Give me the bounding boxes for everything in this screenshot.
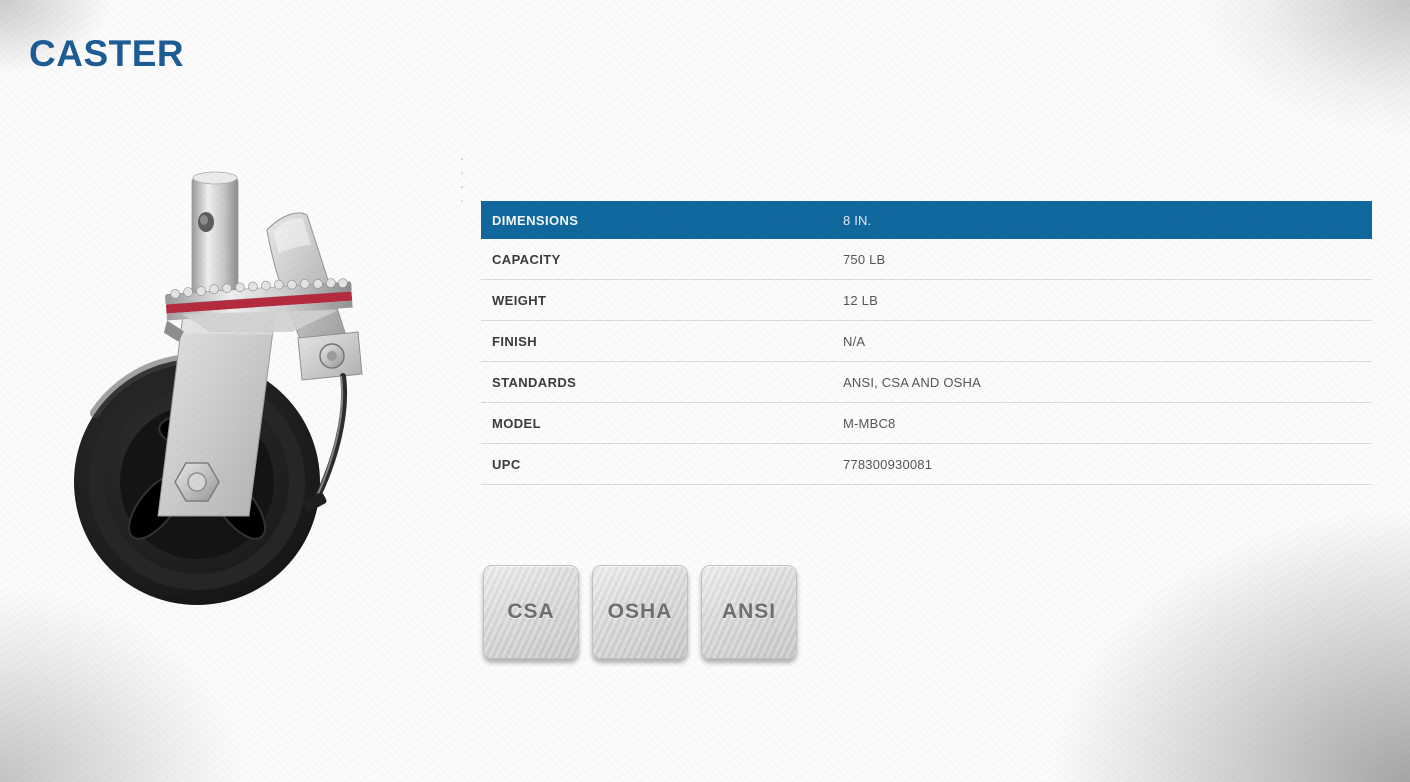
spec-row-dimensions: DIMENSIONS 8 IN. (481, 201, 1372, 239)
faint-dot-artifacts (458, 153, 466, 203)
badge-csa: CSA (483, 565, 579, 659)
spec-row-finish: FINISH N/A (481, 321, 1372, 362)
spec-row-weight: WEIGHT 12 LB (481, 280, 1372, 321)
badge-osha-label: OSHA (607, 600, 673, 623)
spec-value: M-MBC8 (843, 415, 896, 431)
badge-ansi: ANSI (701, 565, 797, 659)
spec-value: 12 LB (843, 292, 878, 308)
spec-row-capacity: CAPACITY 750 LB (481, 239, 1372, 280)
spec-row-standards: STANDARDS ANSI, CSA AND OSHA (481, 362, 1372, 403)
spec-label: STANDARDS (492, 374, 577, 390)
spec-label: WEIGHT (492, 292, 547, 308)
badge-osha: OSHA (592, 565, 688, 659)
spec-label: MODEL (492, 415, 541, 431)
spec-value: N/A (843, 333, 866, 349)
page-title: CASTER (29, 33, 185, 74)
badge-csa-label: CSA (507, 600, 555, 623)
spec-value: 8 IN. (843, 212, 872, 228)
spec-label: DIMENSIONS (492, 212, 579, 228)
spec-label: FINISH (492, 333, 538, 349)
spec-value: 778300930081 (843, 456, 933, 472)
caster-photo-illustration (74, 171, 363, 605)
spec-value: ANSI, CSA AND OSHA (843, 374, 981, 390)
spec-value: 750 LB (843, 251, 886, 267)
spec-row-model: MODEL M-MBC8 (481, 403, 1372, 444)
spec-label: CAPACITY (492, 251, 561, 267)
product-image[interactable] (60, 150, 400, 615)
stem (191, 171, 239, 306)
spec-label: UPC (492, 456, 521, 472)
red-band (165, 291, 353, 314)
spec-table: DIMENSIONS 8 IN. CAPACITY 750 LB WEIGHT … (481, 201, 1372, 485)
badge-ansi-label: ANSI (721, 600, 777, 623)
certification-badges: CSA OSHA ANSI (483, 565, 797, 659)
spec-row-upc: UPC 778300930081 (481, 444, 1372, 485)
